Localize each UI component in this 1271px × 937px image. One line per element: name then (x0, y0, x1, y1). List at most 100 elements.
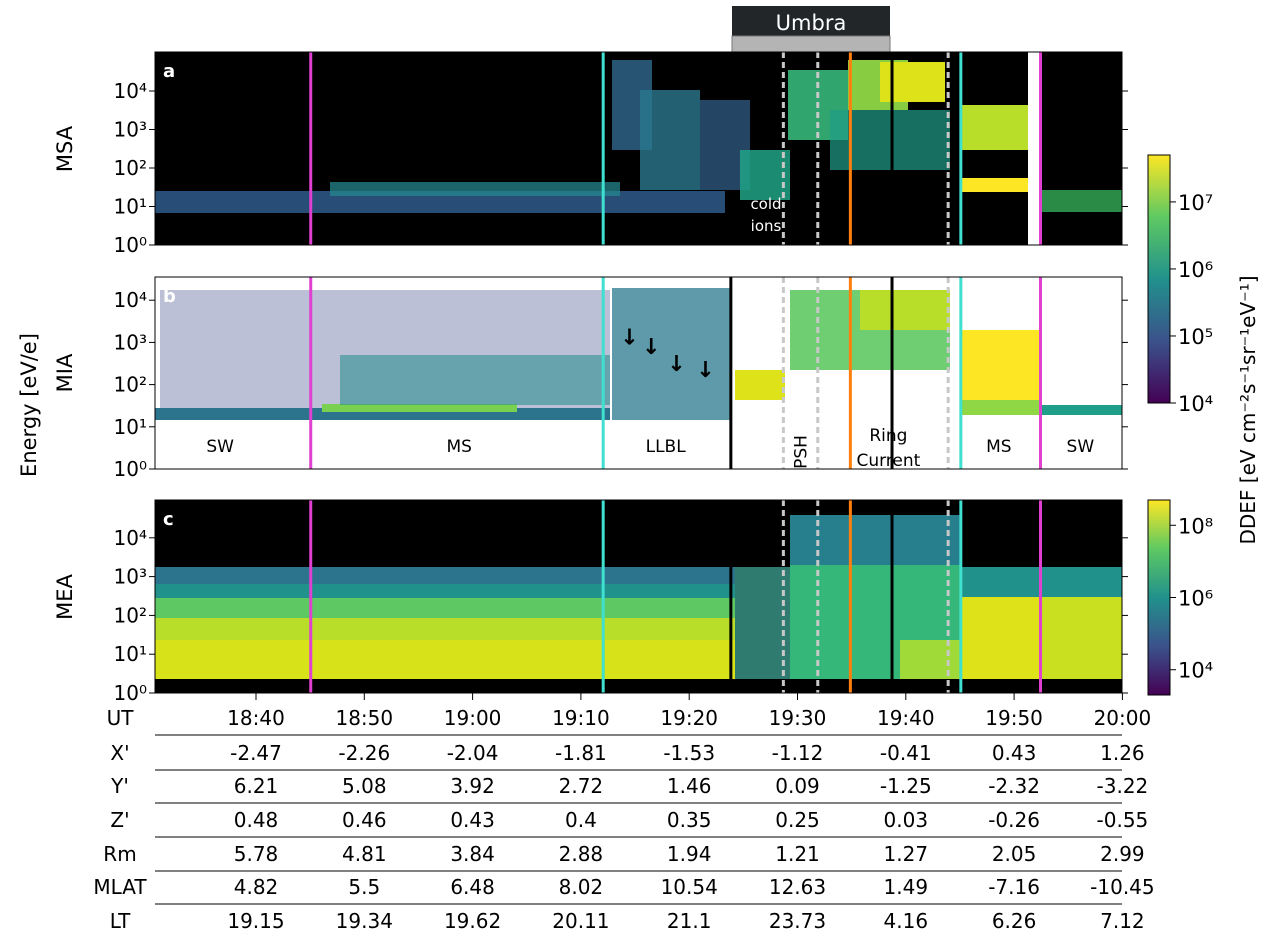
time-tick-label: 19:20 (660, 706, 718, 730)
ephemeris-value: 1.21 (775, 842, 820, 866)
ion-colorbar-gradient (1147, 154, 1171, 404)
ephemeris-value: 0.46 (342, 808, 387, 832)
umbra-bar (732, 6, 890, 36)
ion-colorbar-ticks: 10⁴ 10⁵ 10⁶ 10⁷ (1170, 191, 1213, 416)
ephemeris-value: -2.47 (230, 741, 282, 765)
ephemeris-value: 0.43 (450, 808, 495, 832)
mia-yticks: 10⁰ 10¹ 10² 10³ 10⁴ (114, 288, 1128, 481)
ephemeris-row-label: UT (107, 706, 135, 730)
ephemeris-value: 1.94 (667, 842, 712, 866)
msa-spectrogram (155, 52, 1122, 245)
ephemeris-value: 5.5 (348, 875, 380, 899)
mea-panel-letter: c (163, 509, 174, 530)
ephemeris-value: 10.54 (661, 875, 718, 899)
ephemeris-value: 0.35 (667, 808, 712, 832)
colorbar-label: DDEF [eV cm⁻²s⁻¹sr⁻¹eV⁻¹] (1236, 275, 1260, 544)
region-label: Current (856, 451, 920, 471)
colorbar-tick-label: 10⁶ (1178, 587, 1213, 611)
ytick-label: 10⁴ (114, 288, 147, 312)
arrow-annotations: ↓ ↓↓ ↓ (620, 326, 714, 383)
energy-axis-label: Energy [eV/e] (17, 333, 41, 477)
ephemeris-value: -2.04 (447, 741, 499, 765)
ephemeris-value: -0.41 (880, 741, 932, 765)
ephemeris-value: -1.25 (880, 774, 932, 798)
region-label: PSH (792, 435, 812, 469)
msa-panel-letter: a (163, 61, 175, 82)
ephemeris-value: 23.73 (769, 909, 826, 933)
ephemeris-value: -1.53 (663, 741, 715, 765)
ephemeris-value: 6.21 (234, 774, 279, 798)
region-labels: SW MS LLBL PSH Ring Current MS SW (206, 426, 1094, 471)
ephemeris-value: 19.34 (336, 909, 393, 933)
ephemeris-value: 0.09 (775, 774, 820, 798)
region-label: MS (446, 437, 471, 457)
ephemeris-value: -10.45 (1090, 875, 1154, 899)
mea-yticks: 10⁰ 10¹ 10² 10³ 10⁴ (114, 526, 1128, 705)
ephemeris-value: 8.02 (559, 875, 604, 899)
ephemeris-value: 0.48 (234, 808, 279, 832)
ephemeris-value: 3.92 (450, 774, 495, 798)
msa-ylabel: MSA (53, 125, 77, 172)
colorbar-tick-label: 10⁶ (1178, 258, 1213, 282)
ephemeris-value: 2.99 (1100, 842, 1145, 866)
umbra-gray-strip (731, 35, 891, 53)
ephemeris-value: 2.72 (559, 774, 604, 798)
ephemeris-value: 0.03 (884, 808, 929, 832)
mia-panel: b MIA 10⁰ 10¹ 10² 10³ 10⁴ SW MS LLBL PSH Ring Cur… (53, 276, 1128, 481)
ytick-label: 10² (114, 156, 147, 180)
umbra-label: Umbra (776, 11, 847, 35)
mia-panel-letter: b (163, 286, 176, 307)
umbra-indicator: Umbra (731, 6, 891, 53)
ephemeris-value: -0.55 (1097, 808, 1149, 832)
ytick-label: 10⁰ (114, 457, 147, 481)
ephemeris-row-label: Y' (110, 774, 129, 798)
ephemeris-value: 4.82 (234, 875, 279, 899)
cold-ions-label-line1: cold (750, 195, 781, 213)
ytick-label: 10³ (114, 565, 147, 589)
ytick-label: 10³ (114, 118, 147, 142)
ephemeris-value: -1.12 (772, 741, 824, 765)
ephemeris-value: 21.1 (667, 909, 712, 933)
msa-event-lines (309, 52, 1043, 245)
msa-panel: a MSA 10⁰ 10¹ 10² 10³ 10⁴ cold ions (53, 51, 1128, 257)
ytick-label: 10³ (114, 330, 147, 354)
ephemeris-value: 1.49 (884, 875, 929, 899)
ephemeris-value: 4.16 (884, 909, 929, 933)
ephemeris-value: 0.4 (565, 808, 597, 832)
time-tick-label: 20:00 (1094, 706, 1152, 730)
ephemeris-value: 5.78 (234, 842, 279, 866)
ephemeris-value: -3.22 (1097, 774, 1149, 798)
colorbar-tick-label: 10⁴ (1178, 392, 1213, 416)
ephemeris-value: 0.25 (775, 808, 820, 832)
ytick-label: 10² (114, 373, 147, 397)
mea-ylabel: MEA (53, 573, 77, 619)
ion-colorbar: 10⁴ 10⁵ 10⁶ 10⁷ (1147, 154, 1213, 416)
ephemeris-row-label: X' (110, 741, 129, 765)
ytick-label: 10⁴ (114, 79, 147, 103)
time-tick-label: 19:10 (552, 706, 610, 730)
ephemeris-value: 2.88 (559, 842, 604, 866)
ephemeris-value: 19.15 (227, 909, 284, 933)
ephemeris-value: 2.05 (992, 842, 1037, 866)
ephemeris-value: 12.63 (769, 875, 826, 899)
ephemeris-value: 3.84 (450, 842, 495, 866)
ephemeris-row-label: Rm (103, 842, 136, 866)
electron-colorbar-gradient (1147, 499, 1171, 696)
mea-axes-frame (154, 499, 1123, 694)
ephemeris-value: 1.27 (884, 842, 929, 866)
ytick-label: 10² (114, 603, 147, 627)
mea-spectrogram (155, 500, 1122, 693)
ephemeris-value: 1.26 (1100, 741, 1145, 765)
electron-colorbar-ticks: 10⁴ 10⁶ 10⁸ (1170, 514, 1213, 683)
region-label: Ring (869, 426, 907, 446)
ytick-label: 10⁰ (114, 233, 147, 257)
electron-colorbar: 10⁴ 10⁶ 10⁸ (1147, 499, 1213, 696)
ephemeris-value: 1.46 (667, 774, 712, 798)
msa-axes-frame (154, 51, 1123, 246)
mia-event-lines (309, 277, 1043, 469)
mia-ylabel: MIA (53, 353, 77, 392)
ytick-label: 10¹ (114, 195, 147, 219)
ephemeris-value: 4.81 (342, 842, 387, 866)
ephemeris-value: -2.26 (338, 741, 390, 765)
ephemeris-table: UT X' Y' Z' Rm MLAT LT 18:40 18:50 19:00 19:10 19:2… (93, 693, 1155, 933)
